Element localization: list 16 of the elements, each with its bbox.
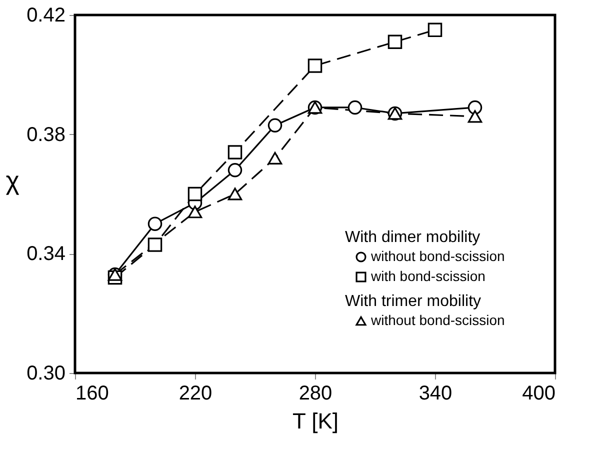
x-tick-label: 160 bbox=[76, 382, 109, 404]
y-axis-title: χ bbox=[6, 166, 20, 196]
legend-label: with bond-scission bbox=[370, 268, 486, 284]
x-tick-label: 400 bbox=[522, 382, 556, 404]
y-tick-label: 0.42 bbox=[26, 4, 66, 26]
legend-label: without bond-scission bbox=[370, 248, 505, 264]
annotation: With trimer mobility bbox=[345, 293, 482, 310]
y-tick-label: 0.30 bbox=[26, 362, 66, 384]
x-tick-label: 220 bbox=[178, 382, 212, 404]
x-axis-title: T [K] bbox=[292, 408, 339, 434]
legend-label: without bond-scission bbox=[370, 312, 505, 328]
annotation: With dimer mobility bbox=[345, 229, 480, 246]
y-tick-label: 0.34 bbox=[26, 243, 66, 266]
x-tick-label: 340 bbox=[418, 382, 452, 404]
x-tick-label: 280 bbox=[298, 382, 332, 404]
y-tick-label: 0.38 bbox=[26, 124, 66, 146]
